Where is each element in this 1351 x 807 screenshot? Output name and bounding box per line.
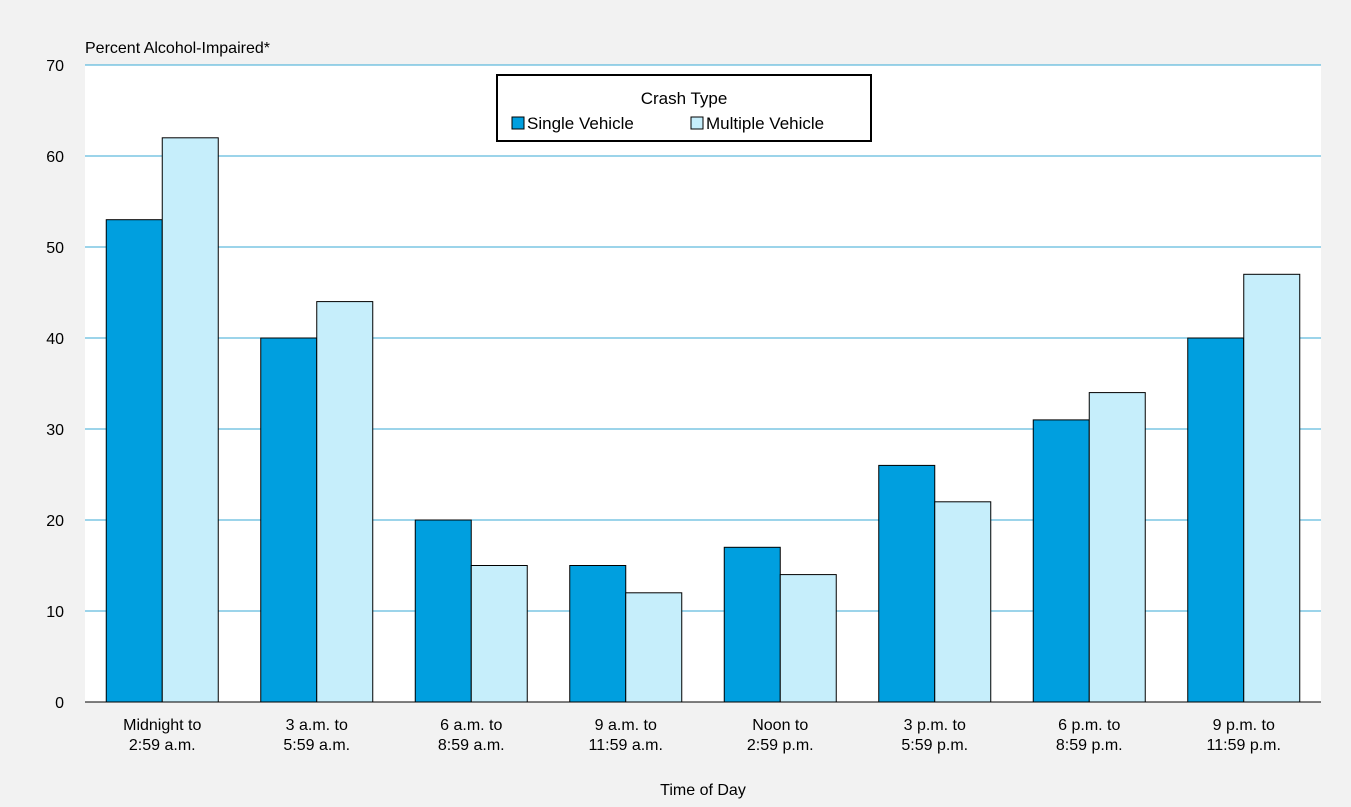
bar-multiple-vehicle (779, 574, 837, 703)
y-tick-label: 30 (46, 422, 64, 439)
x-tick-label-line: 11:59 p.m. (1207, 737, 1281, 754)
bar-single-vehicle (1187, 337, 1245, 703)
legend-swatch-single-vehicle (511, 116, 525, 130)
legend-label-multiple-vehicle: Multiple Vehicle (706, 114, 824, 133)
x-axis-title: Time of Day (660, 782, 746, 799)
x-tick-label: 3 a.m. to 5:59 a.m. (283, 717, 350, 754)
bar-multiple-vehicle (934, 501, 992, 703)
x-tick-label-line: 3 p.m. to (904, 717, 966, 734)
x-tick-label: 9 a.m. to 11:59 a.m. (589, 717, 663, 754)
x-tick-label-line: 2:59 p.m. (747, 737, 814, 754)
x-tick-label-line: 11:59 a.m. (589, 737, 663, 754)
bar-single-vehicle (1032, 419, 1090, 703)
legend: Crash Type Single Vehicle Multiple Vehic… (496, 74, 872, 142)
y-tick-label: 60 (46, 149, 64, 166)
bar-multiple-vehicle (1088, 392, 1146, 703)
bar-single-vehicle (105, 219, 163, 703)
y-tick-label: 40 (46, 331, 64, 348)
y-tick-label: 0 (55, 695, 64, 712)
bar-single-vehicle (569, 565, 627, 703)
x-tick-label-line: 6 a.m. to (440, 717, 502, 734)
x-tick-label-line: 8:59 p.m. (1056, 737, 1123, 754)
y-tick-label: 20 (46, 513, 64, 530)
bar-multiple-vehicle (316, 301, 374, 703)
legend-label-single-vehicle: Single Vehicle (527, 114, 634, 133)
x-tick-label: 6 a.m. to 8:59 a.m. (438, 717, 505, 754)
x-tick-label: 6 p.m. to 8:59 p.m. (1056, 717, 1123, 754)
x-tick-label-line: 9 p.m. to (1213, 717, 1275, 734)
y-axis-title: Percent Alcohol-Impaired* (85, 40, 270, 57)
x-tick-label: 9 p.m. to 11:59 p.m. (1207, 717, 1281, 754)
bar-multiple-vehicle (1243, 273, 1301, 703)
x-tick-label: Midnight to 2:59 a.m. (123, 717, 201, 754)
x-tick-label-line: 3 a.m. to (286, 717, 348, 734)
x-tick-label-line: 9 a.m. to (595, 717, 657, 734)
y-tick-label: 10 (46, 604, 64, 621)
x-tick-label-line: 5:59 a.m. (283, 737, 350, 754)
bar-single-vehicle (878, 464, 936, 703)
bar-multiple-vehicle (161, 137, 219, 703)
x-tick-label-line: Noon to (752, 717, 808, 734)
x-tick-label-line: 5:59 p.m. (901, 737, 968, 754)
legend-swatch-multiple-vehicle (690, 116, 704, 130)
x-tick-label-line: 6 p.m. to (1058, 717, 1120, 734)
bar-single-vehicle (260, 337, 318, 703)
bar-single-vehicle (414, 519, 472, 703)
legend-title: Crash Type (641, 89, 728, 108)
x-tick-label: Noon to 2:59 p.m. (747, 717, 814, 754)
bar-multiple-vehicle (470, 565, 528, 703)
x-tick-labels: Midnight to 2:59 a.m. 3 a.m. to 5:59 a.m. 6 … (123, 717, 1281, 754)
bar-single-vehicle (723, 546, 781, 703)
x-tick-label-line: 2:59 a.m. (129, 737, 196, 754)
x-tick-label-line: 8:59 a.m. (438, 737, 505, 754)
x-tick-label: 3 p.m. to 5:59 p.m. (901, 717, 968, 754)
legend-box (496, 74, 872, 142)
bar-multiple-vehicle (625, 592, 683, 703)
x-tick-label-line: Midnight to (123, 717, 201, 734)
y-tick-label: 70 (46, 58, 64, 75)
y-tick-labels: 0 10 20 30 40 50 60 70 (46, 58, 64, 712)
y-tick-label: 50 (46, 240, 64, 257)
